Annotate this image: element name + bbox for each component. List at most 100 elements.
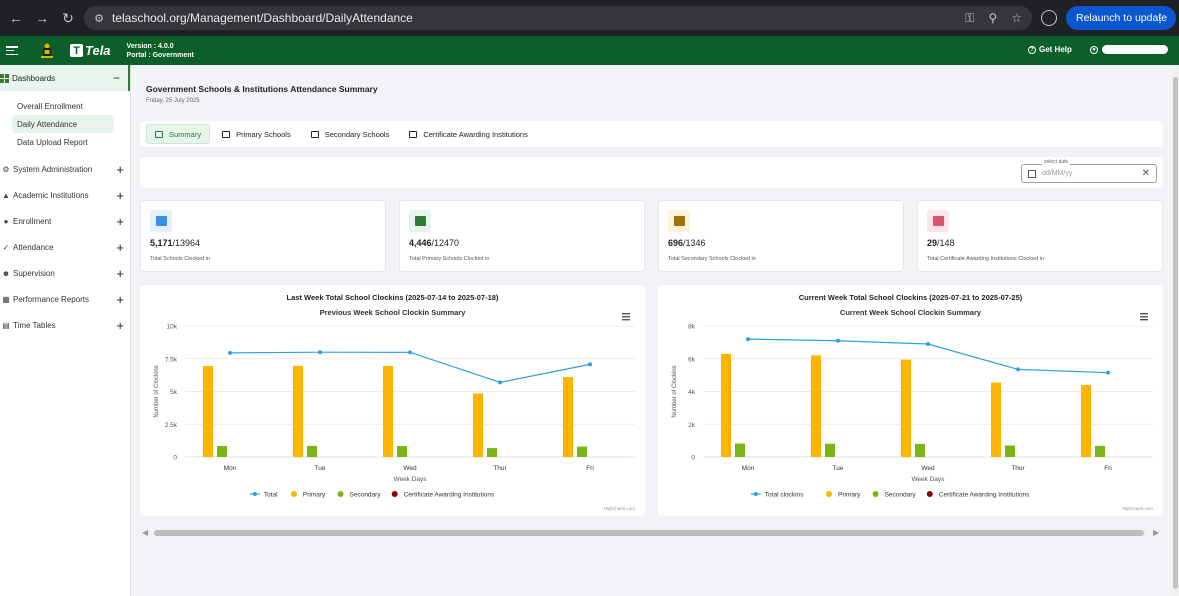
legend-item[interactable]: Primary (303, 492, 326, 499)
line-point (498, 380, 502, 385)
url-text[interactable]: telaschool.org/Management/Dashboard/Dail… (112, 11, 413, 25)
sidebar-item-overall-enrollment[interactable]: Overall Enrollment (17, 101, 83, 111)
expand-icon[interactable]: + (116, 317, 124, 333)
sidebar-item-label: Enrollment (13, 216, 52, 226)
card-value: 696/1346 (668, 238, 706, 248)
y-axis-label: Number of Clockins (672, 365, 678, 417)
sidebar-item-supervision[interactable]: ☻ Supervision + (0, 260, 130, 286)
y-tick-label: 5k (170, 389, 178, 396)
sidebar-item-attendance[interactable]: ✓ Attendance + (0, 234, 130, 260)
clear-icon[interactable]: ✕ (1141, 168, 1150, 179)
address-bar[interactable]: ⚙ telaschool.org/Management/Dashboard/Da… (84, 6, 1032, 30)
x-tick-label: Wed (921, 465, 935, 472)
legend-symbol (391, 491, 398, 497)
card-total-schools: 5,171/13964 Total Schools Clocked in (140, 200, 386, 272)
relaunch-label: Relaunch to update (1076, 12, 1168, 24)
legend-item[interactable]: Primary (838, 492, 861, 499)
date-picker-field[interactable]: select date dd/MM/yy ✕ (1021, 159, 1157, 183)
relaunch-button[interactable]: Relaunch to update ⋮ (1066, 6, 1176, 30)
tab-primary-schools[interactable]: Primary Schools (214, 124, 299, 144)
legend-item[interactable]: Certificate Awarding Institutions (939, 492, 1030, 499)
chart-heading: Last Week Total School Clockins (2025-07… (287, 293, 499, 302)
back-arrow-icon[interactable]: ← (9, 10, 23, 26)
expand-icon[interactable]: + (116, 265, 124, 281)
card-certificate-institutions: 29/148 Total Certificate Awarding Instit… (917, 200, 1163, 272)
line-total (229, 351, 591, 383)
expand-icon[interactable]: + (116, 213, 124, 229)
sidebar-section-dashboards[interactable]: Dashboards − (0, 65, 130, 91)
scroll-right-icon[interactable]: ▶ (1153, 528, 1160, 537)
sidebar-item-time-tables[interactable]: ▤ Time Tables + (0, 312, 130, 338)
filter-bar: select date dd/MM/yy ✕ (140, 157, 1163, 188)
building-icon (310, 130, 319, 138)
bar-primary (991, 382, 1001, 457)
password-key-icon[interactable]: ⚿ (965, 10, 975, 25)
portal-line: Portal : Government (126, 51, 194, 59)
bar-secondary (397, 445, 407, 457)
date-placeholder[interactable]: dd/MM/yy (1042, 170, 1073, 177)
bookmark-star-icon[interactable]: ☆ (1011, 10, 1022, 25)
user-icon: ● (1090, 45, 1098, 54)
site-settings-icon[interactable]: ⚙ (94, 12, 104, 25)
version-line: Version : 4.0.0 (126, 42, 174, 50)
building-icon (222, 130, 231, 138)
sidebar-item-system-administration[interactable]: ⚙ System Administration + (0, 156, 130, 182)
expand-icon[interactable]: + (116, 239, 124, 255)
get-help-button[interactable]: ? Get Help (1028, 45, 1072, 54)
legend-symbol (926, 491, 933, 497)
card-secondary-schools: 696/1346 Total Secondary Schools Clocked… (658, 200, 904, 272)
version-info: Version : 4.0.0 Portal : Government (127, 42, 194, 60)
more-menu-icon[interactable]: ⋮ (1154, 11, 1166, 25)
zoom-icon[interactable]: ⚲ (988, 10, 998, 25)
vertical-scrollbar[interactable] (1172, 65, 1179, 596)
expand-icon[interactable]: + (116, 187, 124, 203)
x-tick-label: Tue (315, 465, 326, 472)
scrollbar-thumb[interactable] (1173, 77, 1178, 589)
x-tick-label: Mon (224, 465, 237, 472)
sidebar-item-daily-attendance[interactable]: Daily Attendance (12, 115, 114, 133)
calendar-icon[interactable] (1028, 169, 1036, 178)
sidebar-item-label: System Administration (13, 164, 93, 174)
collapse-icon[interactable]: − (112, 71, 120, 85)
sidebar-item-performance-reports[interactable]: ▦ Performance Reports + (0, 286, 130, 312)
tab-secondary-schools[interactable]: Secondary Schools (303, 124, 398, 144)
x-tick-label: Mon (742, 465, 755, 472)
forward-arrow-icon[interactable]: → (35, 10, 49, 26)
coat-of-arms-logo (38, 42, 56, 60)
horizontal-scrollbar[interactable]: ◀ ▶ (140, 527, 1163, 539)
bar-secondary (217, 445, 227, 457)
legend-item[interactable]: Certificate Awarding Institutions (404, 492, 495, 499)
x-tick-label: Fri (1104, 465, 1112, 472)
tab-certificate-awarding-institutions[interactable]: Certificate Awarding Institutions (401, 124, 536, 144)
sidebar-item-enrollment[interactable]: ● Enrollment + (0, 208, 130, 234)
legend-item[interactable]: Secondary (885, 492, 917, 499)
scrollbar-thumb[interactable] (154, 530, 1144, 536)
tab-summary[interactable]: Summary (146, 124, 211, 144)
expand-icon[interactable]: + (116, 291, 124, 307)
person-icon: ☻ (1, 268, 11, 278)
legend-item[interactable]: Secondary (350, 492, 382, 499)
expand-icon[interactable]: + (116, 161, 124, 177)
legend-symbol (826, 491, 832, 497)
chart-credit: Highcharts.com (1122, 506, 1154, 511)
page-title: Government Schools & Institutions Attend… (146, 84, 378, 94)
sidebar: Dashboards − Overall Enrollment Daily At… (0, 65, 131, 596)
profile-icon[interactable] (1041, 10, 1057, 26)
bar-secondary (825, 443, 835, 457)
chart-menu-icon[interactable] (622, 313, 630, 321)
x-axis-label: Week Days (911, 476, 945, 483)
scroll-left-icon[interactable]: ◀ (142, 528, 149, 537)
x-tick-label: Thur (493, 465, 507, 472)
chart-menu-icon[interactable] (1140, 313, 1148, 321)
menu-toggle-icon[interactable] (6, 46, 18, 55)
user-menu[interactable]: ● (1090, 45, 1168, 54)
x-tick-label: Tue (833, 465, 844, 472)
bar-primary (563, 377, 573, 457)
reload-icon[interactable]: ↻ (62, 9, 74, 26)
legend-item[interactable]: Total (264, 492, 278, 499)
sidebar-item-data-upload-report[interactable]: Data Upload Report (17, 137, 88, 147)
legend-item[interactable]: Total clockins (765, 492, 804, 499)
secondary-school-icon (668, 210, 690, 232)
sidebar-item-academic-institutions[interactable]: ▲ Academic Institutions + (0, 182, 130, 208)
y-tick-label: 8k (688, 324, 696, 331)
